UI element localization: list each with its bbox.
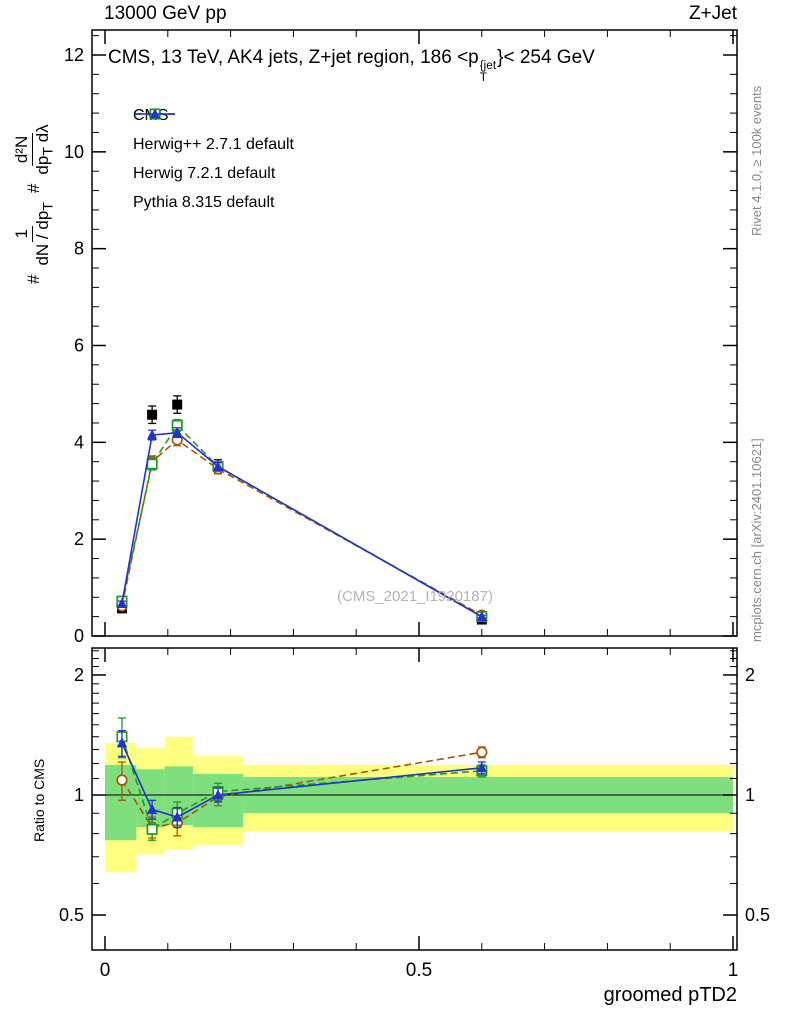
svg-text:2: 2 bbox=[74, 529, 84, 549]
svg-text:2: 2 bbox=[74, 665, 84, 685]
mcplots-arxiv-note: mcplots.cern.ch [arXiv:2401.10621] bbox=[749, 438, 764, 642]
svg-text:1: 1 bbox=[745, 785, 755, 805]
svg-text:4: 4 bbox=[74, 432, 84, 452]
svg-text:2: 2 bbox=[745, 665, 755, 685]
svg-text:10: 10 bbox=[64, 142, 84, 162]
legend-label: Herwig 7.2.1 default bbox=[133, 165, 276, 182]
x-axis-label: groomed pTD2 bbox=[603, 984, 737, 1006]
legend-item: Herwig 7.2.1 default bbox=[133, 108, 294, 185]
plot-title-suffix: }< 254 GeV bbox=[497, 47, 595, 68]
svg-text:12: 12 bbox=[64, 45, 84, 65]
rivet-version-note: Rivet 4.1.0, ≥ 100k events bbox=[749, 85, 764, 236]
legend-label: Pythia 8.315 default bbox=[133, 194, 275, 211]
triangle-filled-legend-marker bbox=[135, 108, 175, 119]
pt-jet-symbol: {jet T bbox=[479, 58, 497, 85]
ylabel-hash-1: # bbox=[24, 274, 44, 284]
y-axis-label: # 1 dN / dpT # d²N dpT dλ bbox=[12, 121, 56, 284]
analysis-id-watermark: (CMS_2021_I1920187) bbox=[337, 588, 493, 605]
ylabel-fraction-1: 1 dN / dpT bbox=[12, 202, 57, 266]
plot-title-prefix: CMS, 13 TeV, AK4 jets, Z+jet region, 186… bbox=[108, 47, 479, 68]
plot-title: CMS, 13 TeV, AK4 jets, Z+jet region, 186… bbox=[108, 47, 595, 85]
beam-energy-label: 13000 GeV pp bbox=[104, 3, 227, 24]
ratio-axis-label: Ratio to CMS bbox=[31, 758, 47, 842]
svg-text:6: 6 bbox=[74, 336, 84, 356]
legend-item: Herwig++ 2.7.1 default bbox=[133, 108, 294, 156]
svg-text:0.5: 0.5 bbox=[745, 905, 770, 925]
process-label: Z+Jet bbox=[688, 3, 737, 24]
svg-text:1: 1 bbox=[74, 785, 84, 805]
svg-text:0: 0 bbox=[100, 960, 111, 981]
legend-label: Herwig++ 2.7.1 default bbox=[133, 136, 294, 153]
legend-item: Pythia 8.315 default bbox=[133, 108, 294, 214]
svg-text:0.5: 0.5 bbox=[406, 960, 432, 981]
svg-text:0.5: 0.5 bbox=[59, 905, 84, 925]
svg-text:0: 0 bbox=[74, 626, 84, 646]
ylabel-fraction-2: d²N dpT dλ bbox=[12, 124, 57, 175]
svg-text:1: 1 bbox=[728, 960, 739, 981]
svg-text:8: 8 bbox=[74, 239, 84, 259]
ylabel-hash-2: # bbox=[24, 183, 44, 194]
